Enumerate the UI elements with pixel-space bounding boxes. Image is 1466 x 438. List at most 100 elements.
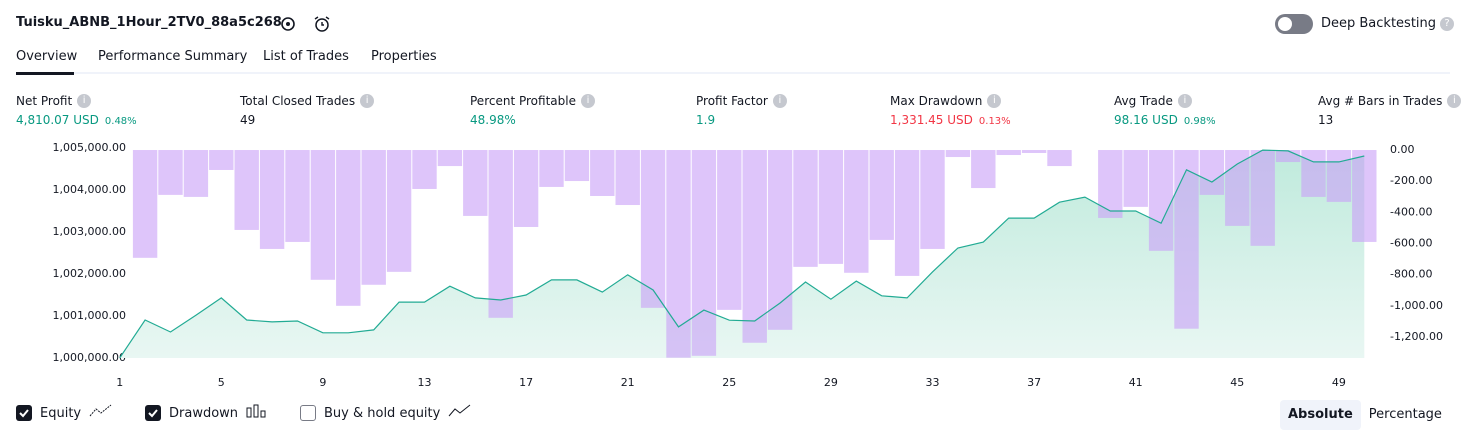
tab[interactable]: Properties — [371, 49, 437, 64]
drawdown-bar — [1174, 150, 1199, 329]
drawdown-bar — [539, 150, 564, 187]
stat-name: Profit Factor — [696, 94, 768, 108]
drawdown-bar — [1352, 150, 1377, 242]
checkbox[interactable] — [145, 405, 161, 421]
x-tick-label: 37 — [1027, 376, 1041, 389]
strategy-title: Tuisku_ABNB_1Hour_2TV0_88a5c268 — [16, 15, 282, 30]
view-modes: Absolute Percentage — [1280, 400, 1450, 430]
x-tick-label: 9 — [319, 376, 326, 389]
y2-tick-label: -1,000.00 — [1390, 299, 1443, 312]
drawdown-bar — [640, 150, 666, 308]
stat-percent: 0.98% — [1183, 116, 1216, 127]
drawdown-bar — [285, 150, 310, 242]
y-tick-label: 1,002,000.00 — [53, 267, 126, 280]
checkbox[interactable] — [16, 405, 32, 421]
stat-name: Percent Profitable — [470, 94, 576, 108]
stat-percent: 0.13% — [978, 116, 1011, 127]
stat-name: Avg Trade — [1114, 94, 1173, 108]
stat-number: 1.9 — [696, 113, 716, 127]
drawdown-bar — [336, 150, 361, 306]
drawdown-bar — [818, 150, 844, 264]
drawdown-bar — [1098, 150, 1123, 218]
drawdown-bar — [259, 150, 285, 249]
info-icon: i — [360, 94, 375, 108]
drawdown-bar — [717, 150, 742, 310]
legend-label: Buy & hold equity — [324, 405, 441, 421]
legend-item: Drawdown — [145, 404, 266, 422]
x-tick-label: 21 — [621, 376, 635, 389]
y2-tick-label: -600.00 — [1390, 236, 1432, 249]
drawdown-bar — [361, 150, 386, 285]
drawdown-bar — [209, 150, 234, 170]
y-tick-label: 1,004,000.00 — [53, 183, 126, 196]
x-tick-label: 1 — [116, 376, 123, 389]
info-icon: i — [772, 94, 787, 108]
equity-line — [119, 149, 1365, 359]
drawdown-bar — [691, 150, 717, 356]
drawdown-bar — [158, 150, 183, 195]
legend-item: Equity — [16, 404, 113, 422]
drawdown-bar — [793, 150, 818, 267]
drawdown-bar — [666, 150, 691, 358]
drawdown-bar — [488, 150, 513, 318]
checkbox[interactable] — [300, 405, 316, 421]
mode-button[interactable]: Absolute — [1280, 400, 1361, 430]
x-tick-label: 17 — [519, 376, 533, 389]
drawdown-bar — [894, 150, 920, 276]
stat-percent: 0.48% — [104, 116, 137, 127]
stat-name: Avg # Bars in Trades — [1318, 94, 1443, 108]
drawdown-bar — [1047, 150, 1072, 167]
drawdown-bar — [564, 150, 590, 182]
stat-value: 48.98% — [470, 113, 516, 127]
stat-label: Max Drawdown i — [890, 94, 1002, 108]
tab[interactable]: Overview — [16, 49, 78, 64]
legend-icon — [448, 404, 472, 422]
drawdown-bar — [996, 150, 1021, 156]
stat-name: Max Drawdown — [890, 94, 983, 108]
drawdown-bar — [437, 150, 463, 167]
toggle-label: Deep Backtesting — [1321, 16, 1437, 31]
settings-icon[interactable] — [281, 17, 295, 31]
toggle-switch[interactable] — [1275, 14, 1313, 34]
mode-button[interactable]: Percentage — [1368, 407, 1442, 422]
legend-label: Equity — [40, 405, 82, 421]
y-tick-label: 1,001,000.00 — [53, 309, 126, 322]
stat-number: 13 — [1318, 113, 1334, 127]
drawdown-bar — [132, 150, 158, 258]
drawdown-bar — [463, 150, 488, 216]
x-tick-label: 49 — [1332, 376, 1346, 389]
info-icon[interactable]: ? — [1440, 16, 1455, 31]
drawdown-bar — [1250, 150, 1275, 246]
stat-number: 1,331.45 USD — [890, 113, 973, 127]
x-tick-label: 33 — [926, 376, 940, 389]
drawdown-bar — [869, 150, 894, 240]
stat-value: 1.9 — [696, 113, 715, 127]
tab[interactable]: List of Trades — [263, 49, 349, 64]
info-icon: i — [1447, 94, 1462, 108]
stat-label: Percent Profitable i — [470, 94, 595, 108]
tab[interactable]: Performance Summary — [98, 49, 248, 64]
drawdown-bar — [513, 150, 539, 227]
info-icon: i — [1177, 94, 1192, 108]
drawdown-bar — [590, 150, 615, 196]
stat-value: 49 — [240, 113, 255, 127]
alert-icon[interactable] — [315, 18, 329, 32]
drawdown-bar — [767, 150, 793, 330]
drawdown-bar — [971, 150, 996, 189]
stat-name: Total Closed Trades — [240, 94, 356, 108]
stat-value: 98.16 USD 0.98% — [1114, 113, 1216, 127]
x-tick-label: 25 — [722, 376, 736, 389]
stat-label: Avg # Bars in Trades i — [1318, 94, 1462, 108]
stat-label: Net Profit i — [16, 94, 92, 108]
active-tab-underline — [16, 72, 74, 75]
drawdown-bar — [310, 150, 336, 280]
drawdown-bar — [234, 150, 259, 230]
header-icons — [281, 16, 330, 32]
drawdown-bar — [1148, 150, 1174, 251]
drawdown-bar — [844, 150, 869, 273]
stat-value: 4,810.07 USD 0.48% — [16, 113, 137, 127]
stat-label: Total Closed Trades i — [240, 94, 375, 108]
drawdown-bar — [1301, 150, 1326, 197]
x-tick-label: 29 — [824, 376, 838, 389]
